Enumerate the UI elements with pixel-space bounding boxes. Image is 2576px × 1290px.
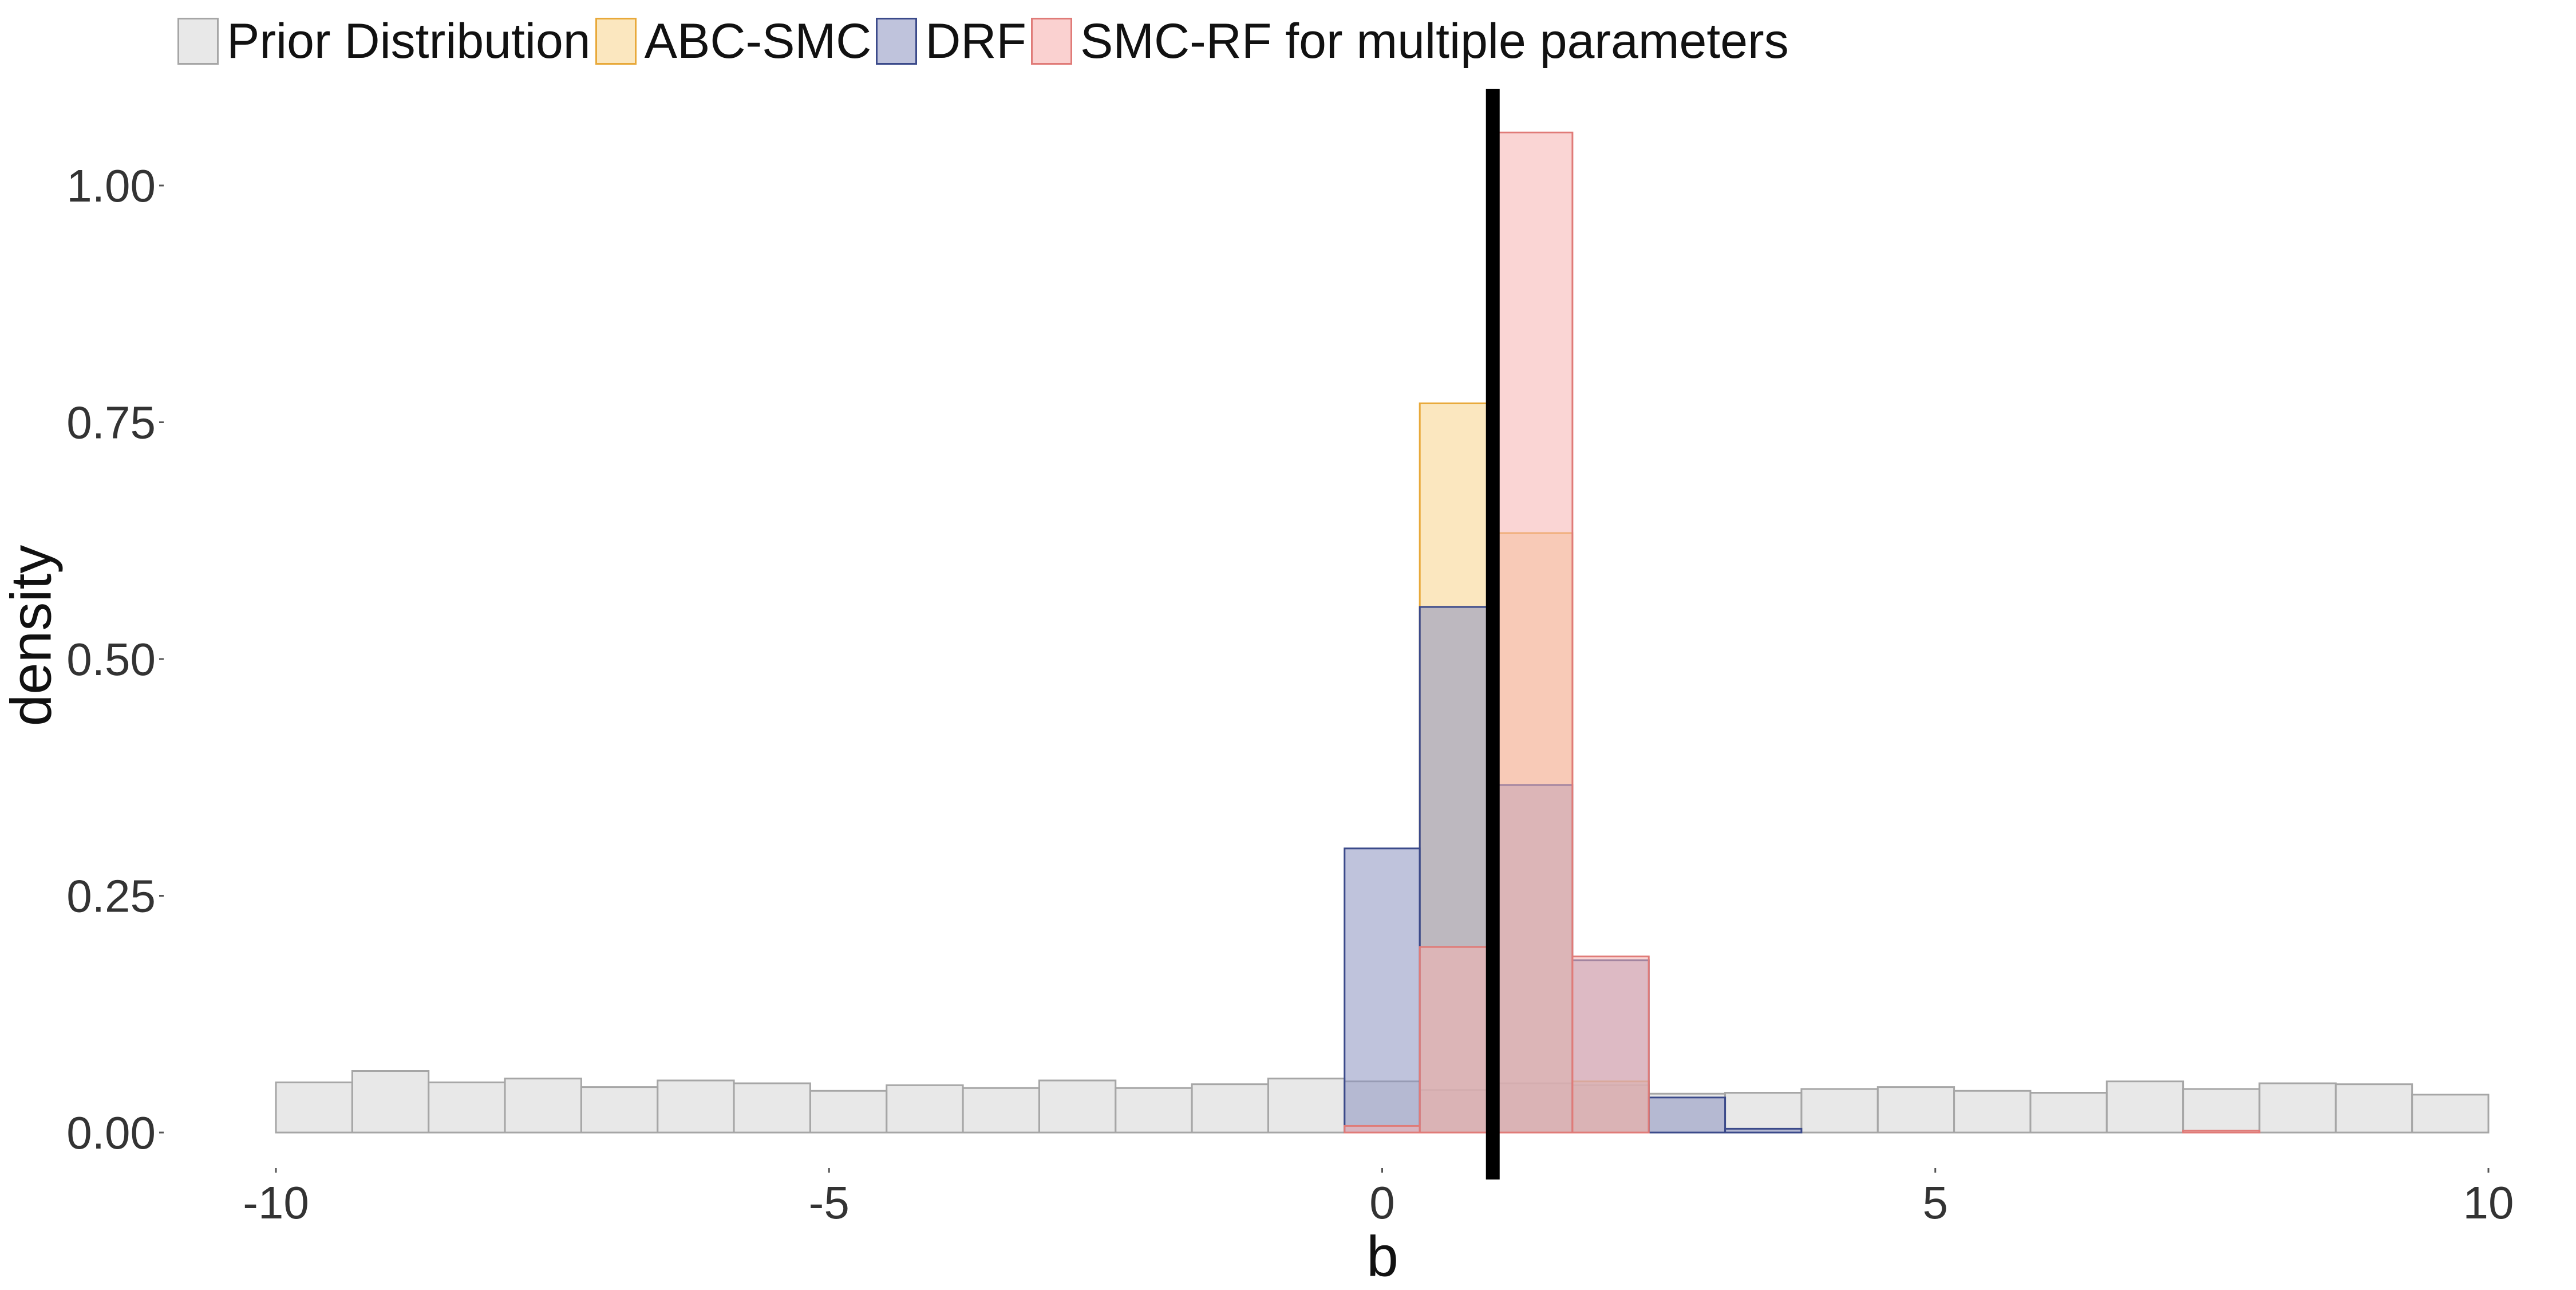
x-tick-label: 5 <box>1923 1177 1949 1228</box>
bar-prior-distribution-8 <box>886 1084 964 1134</box>
legend-item-smc-rf: SMC-RF for multiple parameters <box>1030 13 1789 70</box>
bar-prior-distribution-22 <box>1953 1090 2032 1134</box>
y-axis-label: density <box>0 545 64 727</box>
bar-smc-rf-for-multiple-parameters-17 <box>1571 955 1650 1134</box>
legend-item-abc-smc: ABC-SMC <box>595 13 872 70</box>
legend-label-drf: DRF <box>925 13 1026 69</box>
y-axis: 0.00 0.25 0.50 0.75 1.00 <box>66 160 164 1158</box>
x-tick-label: 10 <box>2463 1177 2514 1228</box>
bar-smc-rf-for-multiple-parameters-14 <box>1344 1125 1421 1134</box>
bar-prior-distribution-1 <box>351 1070 430 1134</box>
bar-prior-distribution-25 <box>2182 1088 2261 1134</box>
bar-prior-distribution-23 <box>2029 1092 2108 1134</box>
bar-prior-distribution-4 <box>580 1086 659 1134</box>
legend-item-prior: Prior Distribution <box>177 13 591 70</box>
bar-prior-distribution-24 <box>2105 1080 2184 1134</box>
x-tick-label: -5 <box>809 1177 850 1228</box>
legend-swatch-prior <box>177 18 219 65</box>
bar-prior-distribution-0 <box>275 1081 353 1134</box>
bar-prior-distribution-20 <box>1800 1088 1879 1134</box>
y-tick-label: 1.00 <box>66 160 156 211</box>
x-tick-label: -10 <box>243 1177 309 1228</box>
bar-prior-distribution-28 <box>2411 1094 2490 1134</box>
true-value-line <box>1485 89 1500 1179</box>
bar-prior-distribution-12 <box>1191 1083 1269 1134</box>
bar-prior-distribution-13 <box>1267 1078 1346 1134</box>
bar-prior-distribution-19 <box>1724 1092 1803 1134</box>
bars-layer <box>275 131 2490 1134</box>
bar-prior-distribution-3 <box>504 1078 582 1134</box>
y-tick-label: 0.75 <box>66 397 156 448</box>
x-tick-label: 0 <box>1369 1177 1395 1228</box>
y-tick-label: 0.50 <box>66 634 156 685</box>
x-axis: -10 -5 0 5 10 <box>243 1168 2514 1228</box>
bar-prior-distribution-9 <box>962 1087 1040 1134</box>
legend-label-smc-rf: SMC-RF for multiple parameters <box>1080 13 1789 69</box>
bar-prior-distribution-21 <box>1876 1086 1955 1134</box>
legend-label-prior: Prior Distribution <box>227 13 591 69</box>
legend-item-drf: DRF <box>876 13 1026 70</box>
bar-prior-distribution-26 <box>2258 1082 2337 1134</box>
bar-prior-distribution-7 <box>809 1090 888 1134</box>
legend-swatch-drf <box>876 18 918 65</box>
bar-prior-distribution-27 <box>2334 1083 2413 1134</box>
bar-drf-14 <box>1344 847 1421 1134</box>
bar-smc-rf-for-multiple-parameters-25 <box>2182 1130 2261 1134</box>
x-axis-label: b <box>1366 1224 1398 1289</box>
legend-label-abc-smc: ABC-SMC <box>644 13 872 69</box>
bar-prior-distribution-5 <box>657 1079 735 1134</box>
legend-swatch-abc-smc <box>595 18 637 65</box>
bar-smc-rf-for-multiple-parameters-15 <box>1419 946 1498 1134</box>
bar-prior-distribution-6 <box>733 1082 811 1134</box>
bar-drf-18 <box>1647 1096 1726 1134</box>
y-tick-label: 0.00 <box>66 1107 156 1158</box>
bar-prior-distribution-11 <box>1115 1087 1193 1134</box>
y-tick-label: 0.25 <box>66 871 156 922</box>
bar-prior-distribution-10 <box>1038 1079 1117 1134</box>
legend: Prior Distribution ABC-SMC DRF SMC-RF fo… <box>177 13 1793 70</box>
bar-drf-19 <box>1724 1127 1803 1134</box>
bar-prior-distribution-2 <box>428 1081 506 1134</box>
bar-smc-rf-for-multiple-parameters-16 <box>1495 131 1574 1134</box>
legend-swatch-smc-rf <box>1030 18 1072 65</box>
